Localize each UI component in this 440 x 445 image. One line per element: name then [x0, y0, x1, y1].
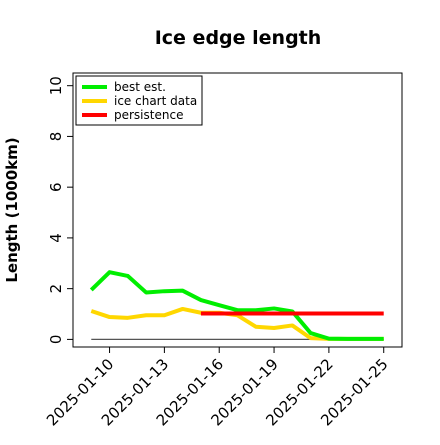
y-tick-label: 8	[47, 132, 65, 142]
series-group	[89, 270, 384, 341]
y-axis-label: Length (1000km)	[3, 137, 21, 282]
y-tick-label: 10	[47, 76, 65, 95]
y-tick-label: 4	[47, 233, 65, 243]
legend-label: persistence	[114, 108, 183, 122]
legend-label: ice chart data	[114, 94, 197, 108]
plot-frame	[72, 72, 403, 348]
chart-title: Ice edge length	[155, 27, 322, 49]
axis-ticks: 02468102025-01-102025-01-132025-01-16202…	[43, 76, 392, 429]
legend-label: best est.	[114, 80, 166, 94]
y-tick-label: 2	[47, 284, 65, 294]
y-tick-label: 6	[47, 182, 65, 192]
series-line-best-est-	[89, 270, 384, 341]
y-tick-label: 0	[47, 335, 65, 345]
